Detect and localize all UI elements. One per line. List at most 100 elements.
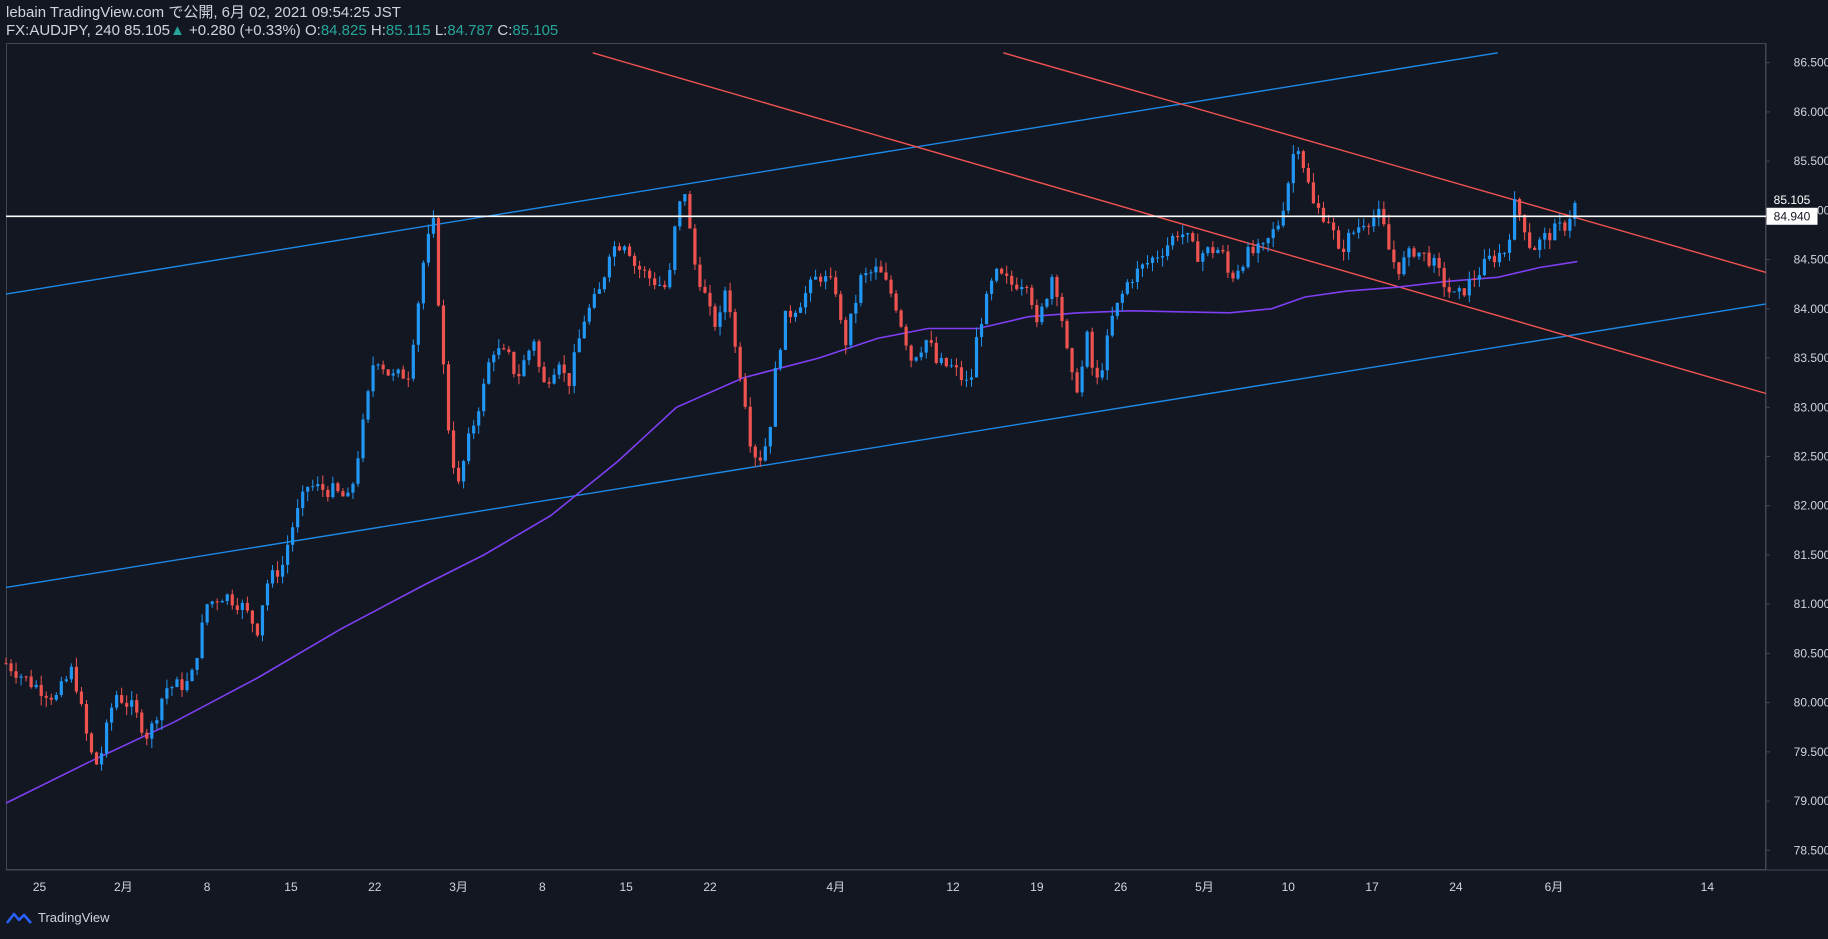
candle-body xyxy=(462,461,466,482)
candle xyxy=(401,365,405,379)
time-tick-label: 15 xyxy=(284,880,298,894)
candle-body xyxy=(1472,278,1476,280)
symbol-label[interactable]: FX:AUDJPY, 240 xyxy=(6,22,120,39)
candle xyxy=(663,280,667,290)
candle-body xyxy=(19,676,23,678)
candle xyxy=(1055,274,1059,307)
candle xyxy=(869,269,873,282)
candle-body xyxy=(1452,291,1456,293)
candle-body xyxy=(1030,287,1034,305)
candle-body xyxy=(693,228,697,265)
candle xyxy=(1367,223,1371,235)
candle xyxy=(954,358,958,376)
candle xyxy=(406,371,410,388)
candle-body xyxy=(321,484,325,490)
footer: TradingView xyxy=(6,910,110,925)
candle xyxy=(693,224,697,270)
candle-body xyxy=(79,691,84,704)
candle-body xyxy=(743,378,747,407)
candle xyxy=(1487,248,1492,262)
candle xyxy=(1286,181,1290,215)
candle xyxy=(949,358,953,369)
candle xyxy=(150,720,154,749)
candle-body xyxy=(1191,233,1195,242)
candle xyxy=(1236,264,1240,280)
candle-body xyxy=(130,700,134,707)
candle xyxy=(1160,248,1165,267)
candle xyxy=(115,690,119,711)
candle-body xyxy=(1487,255,1492,259)
candle-body xyxy=(1538,239,1542,251)
candle xyxy=(1482,249,1486,277)
candle xyxy=(160,697,164,730)
candle-body xyxy=(487,362,491,384)
candle xyxy=(381,360,385,375)
candle-body xyxy=(537,341,541,367)
candle-body xyxy=(839,294,843,320)
candle-body xyxy=(356,458,360,484)
candle-body xyxy=(477,411,481,426)
candle xyxy=(547,377,551,389)
candle xyxy=(803,286,808,315)
candle-body xyxy=(864,273,868,276)
candle-body xyxy=(1045,298,1049,307)
price-tick-label: 81.000 xyxy=(1794,597,1828,611)
candle-body xyxy=(849,313,853,346)
candle-body xyxy=(411,344,415,379)
high-value: 85.115 xyxy=(385,22,431,39)
candle xyxy=(250,609,254,633)
candle xyxy=(884,262,888,281)
candle-body xyxy=(798,307,803,313)
candle xyxy=(1472,270,1476,288)
candle-body xyxy=(502,348,506,350)
candle-body xyxy=(587,307,591,322)
candle xyxy=(995,267,999,283)
candle xyxy=(306,486,310,502)
candle-body xyxy=(311,486,315,488)
candle xyxy=(1120,290,1124,312)
candle-body xyxy=(1427,252,1431,266)
candle-body xyxy=(1482,258,1486,276)
candle-body xyxy=(824,276,828,282)
candle-body xyxy=(532,341,536,351)
candle-body xyxy=(773,367,777,427)
candle-body xyxy=(1025,287,1029,289)
candle-body xyxy=(768,426,772,447)
candle-body xyxy=(431,218,436,234)
candle xyxy=(265,579,270,611)
candle-body xyxy=(944,357,948,367)
candle xyxy=(74,657,78,694)
price-tick-label: 86.500 xyxy=(1794,56,1828,70)
candle-body xyxy=(286,544,290,565)
candle xyxy=(582,315,586,339)
candle-body xyxy=(507,349,511,352)
candle xyxy=(235,597,239,615)
candle-body xyxy=(1040,306,1044,323)
candle-body xyxy=(371,365,375,392)
candle-body xyxy=(1186,233,1190,235)
candle xyxy=(627,243,632,257)
candle-body xyxy=(683,194,687,202)
candle-body xyxy=(1000,268,1004,274)
candle-body xyxy=(291,527,295,545)
candle-body xyxy=(949,365,953,367)
moving-average xyxy=(5,260,1578,804)
candle-body xyxy=(210,601,214,605)
candle-body xyxy=(386,369,390,376)
candle xyxy=(1075,368,1079,394)
candle xyxy=(210,600,214,608)
candle-body xyxy=(120,695,124,703)
candle-body xyxy=(703,286,707,293)
candle-body xyxy=(336,483,340,492)
candle-body xyxy=(834,277,838,295)
candle xyxy=(643,266,647,278)
candle-body xyxy=(1130,281,1134,283)
candle xyxy=(1492,250,1497,268)
candle xyxy=(1276,220,1280,232)
moving-average-line xyxy=(5,260,1578,804)
candle xyxy=(703,279,707,294)
candle xyxy=(1206,246,1210,257)
candle-body xyxy=(1105,335,1109,371)
candle xyxy=(1221,245,1225,254)
